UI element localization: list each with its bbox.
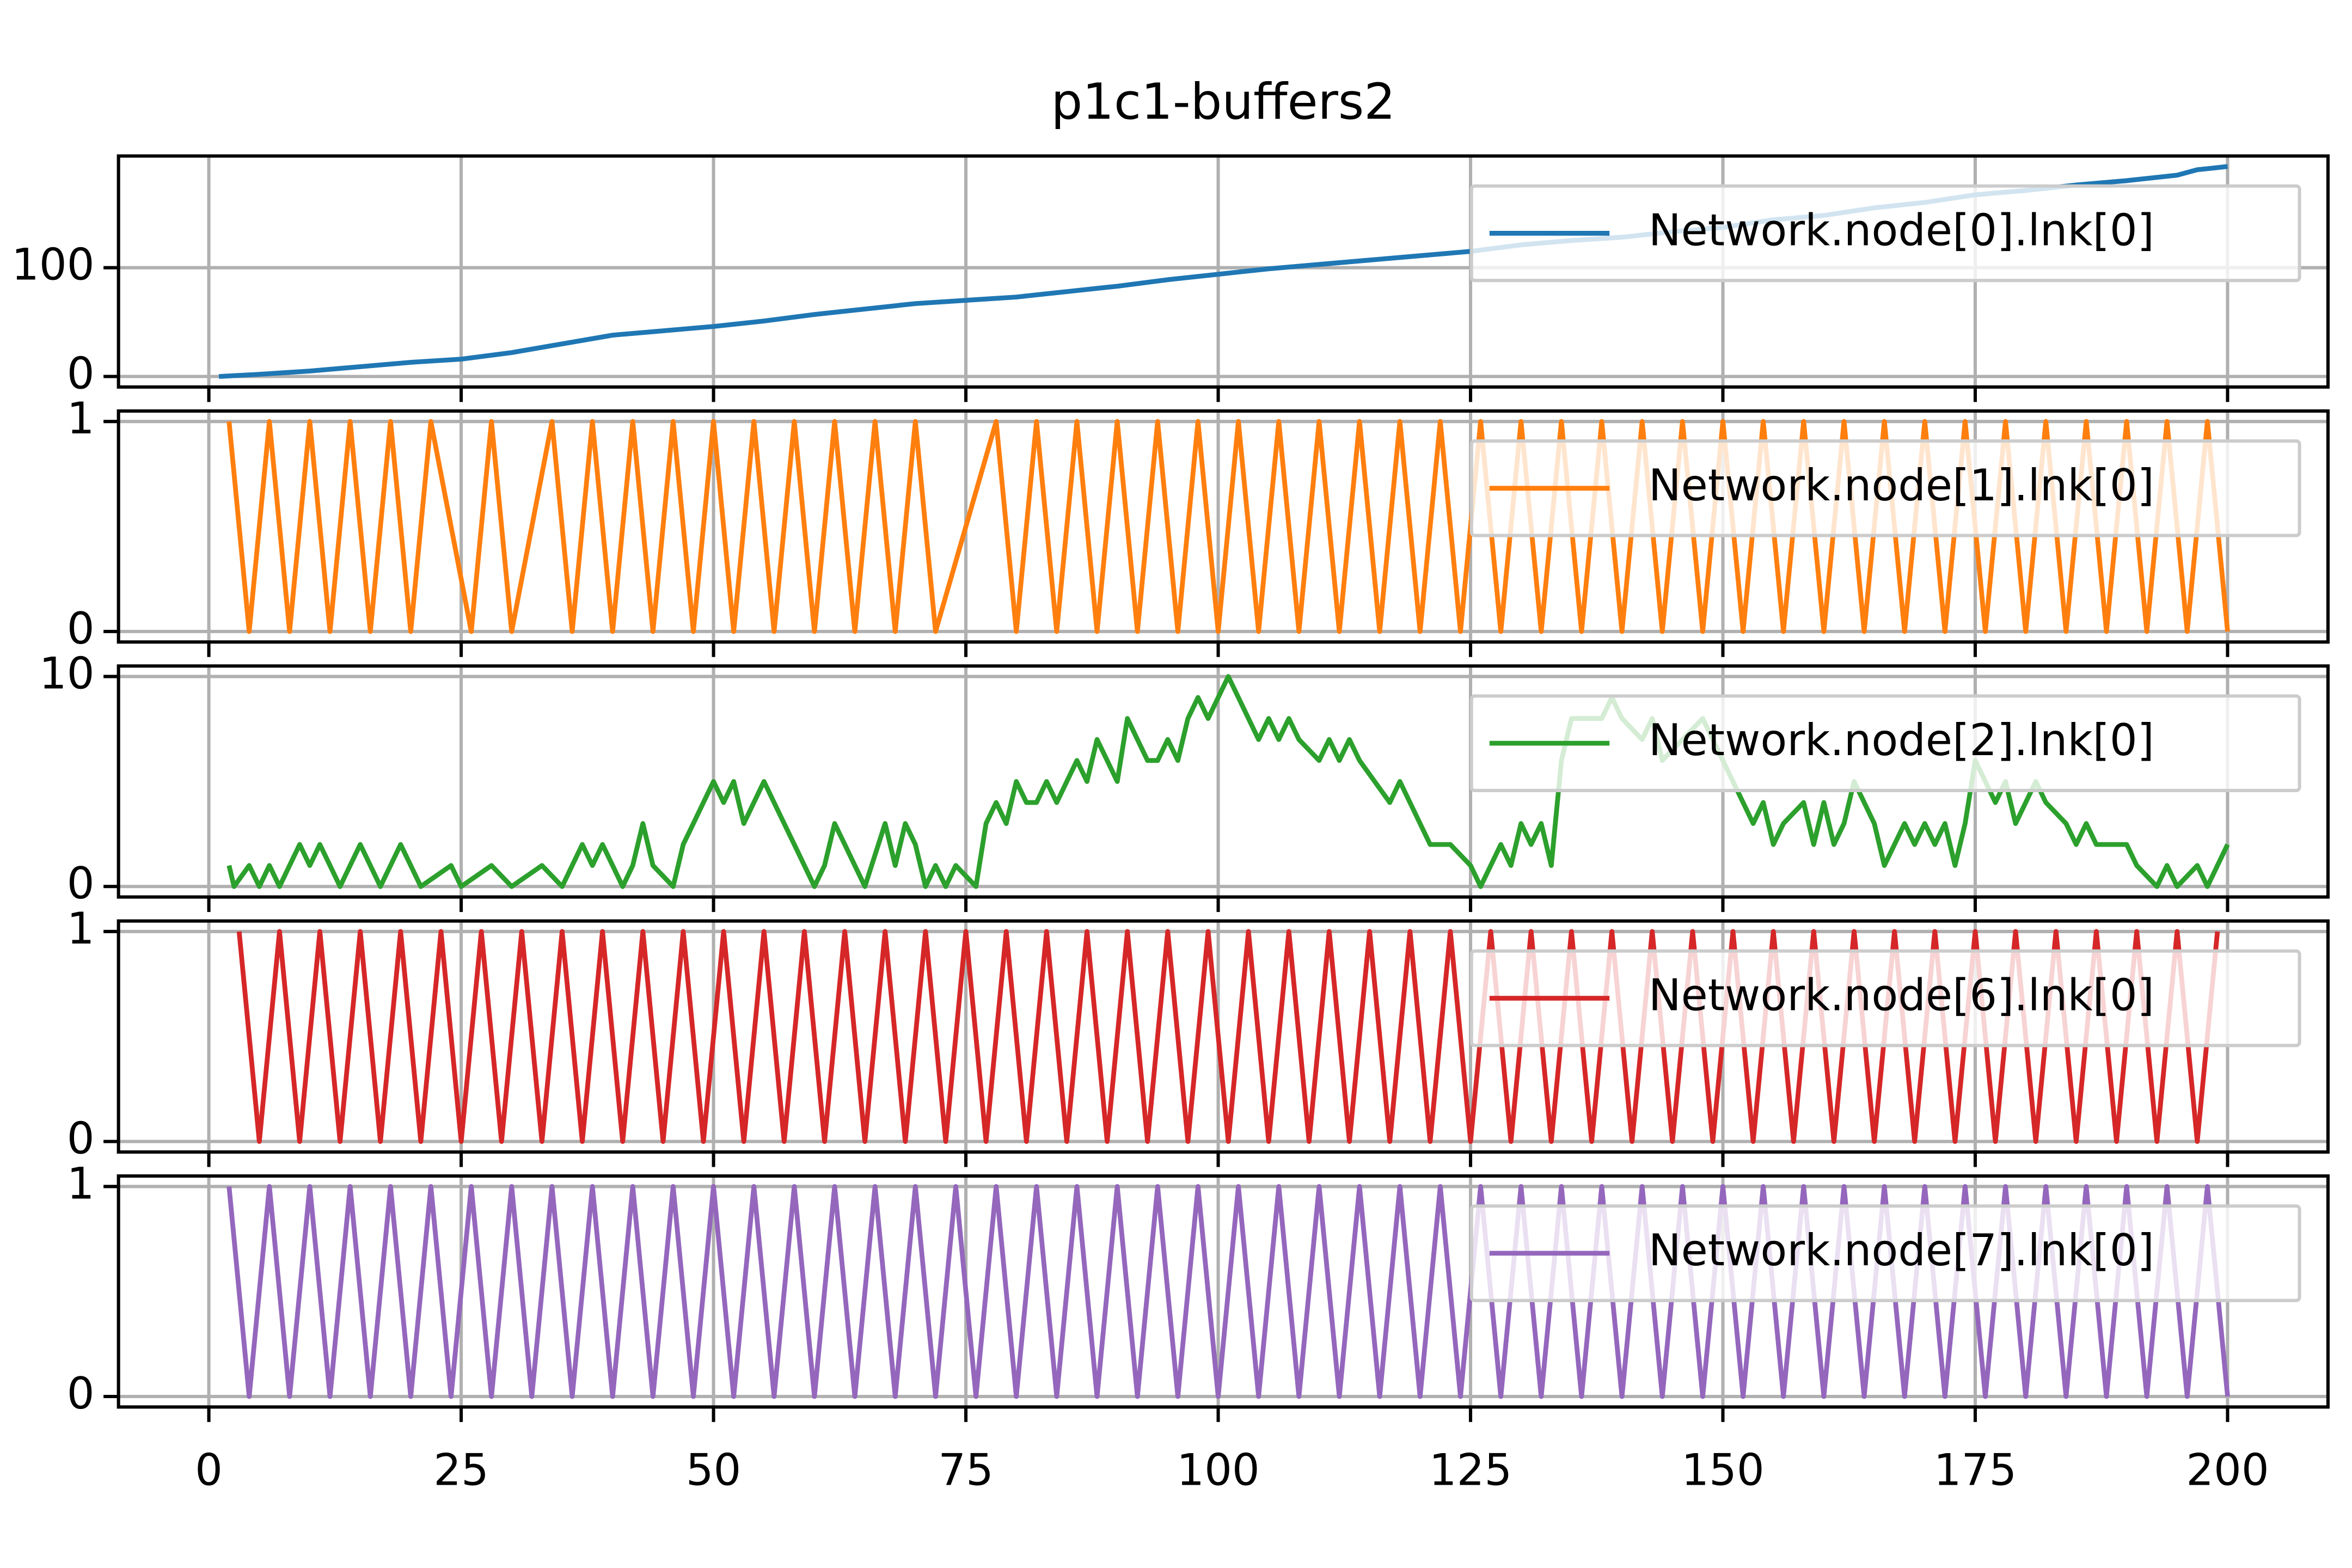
y-tick-label: 0 (67, 1113, 95, 1164)
subplot: p1c1-buffers2 0 100 Network.node[0].lnk[0] (11, 74, 2330, 402)
x-tick-label: 25 (433, 1444, 489, 1495)
chart-title: p1c1-buffers2 (1051, 74, 1395, 131)
x-tick-label: 175 (1934, 1444, 2017, 1495)
x-tick-label: 150 (1681, 1444, 1764, 1495)
x-tick-label: 50 (686, 1444, 742, 1495)
y-tick-label: 0 (67, 1368, 95, 1419)
legend-label: Network.node[6].lnk[0] (1649, 970, 2154, 1020)
y-tick-label: 0 (67, 603, 95, 654)
data-line (226, 419, 2230, 634)
legend-box (1469, 694, 2301, 792)
x-tick-label: 75 (938, 1444, 994, 1495)
axes-frame (117, 919, 2330, 1154)
legend-label: Network.node[7].lnk[0] (1649, 1225, 2154, 1276)
y-tick-label: 0 (67, 348, 95, 399)
x-tick-label: 200 (2186, 1444, 2269, 1495)
subplot: 0 1 Network.node[6].lnk[0] (67, 903, 2330, 1167)
subplot: 0 25 50 75 100 125 150 175 200 0 1 Network.node[7].… (67, 1158, 2330, 1495)
legend-box (1469, 439, 2301, 537)
axes-frame (117, 664, 2330, 899)
y-tick-label: 1 (67, 393, 95, 444)
axes-frame (117, 154, 2330, 389)
axes-frame (117, 409, 2330, 644)
y-tick-label: 100 (11, 240, 94, 290)
data-line (226, 674, 2230, 889)
x-tick-label: 100 (1177, 1444, 1259, 1495)
y-tick-label: 1 (67, 1158, 95, 1209)
y-tick-label: 10 (39, 648, 95, 699)
legend-label: Network.node[2].lnk[0] (1649, 715, 2154, 765)
subplot: 0 1 Network.node[1].lnk[0] (67, 393, 2330, 657)
x-tick-label: 0 (195, 1444, 223, 1495)
legend-box (1469, 1204, 2301, 1302)
legend-box (1469, 184, 2301, 283)
legend-label: Network.node[0].lnk[0] (1649, 205, 2154, 255)
subplot: 0 10 Network.node[2].lnk[0] (39, 648, 2330, 912)
y-tick-label: 1 (67, 903, 95, 954)
x-tick-label: 125 (1429, 1444, 1512, 1495)
y-tick-label: 0 (67, 858, 95, 909)
legend-box (1469, 949, 2301, 1048)
axes-frame (117, 1174, 2330, 1409)
legend-label: Network.node[1].lnk[0] (1649, 460, 2154, 511)
